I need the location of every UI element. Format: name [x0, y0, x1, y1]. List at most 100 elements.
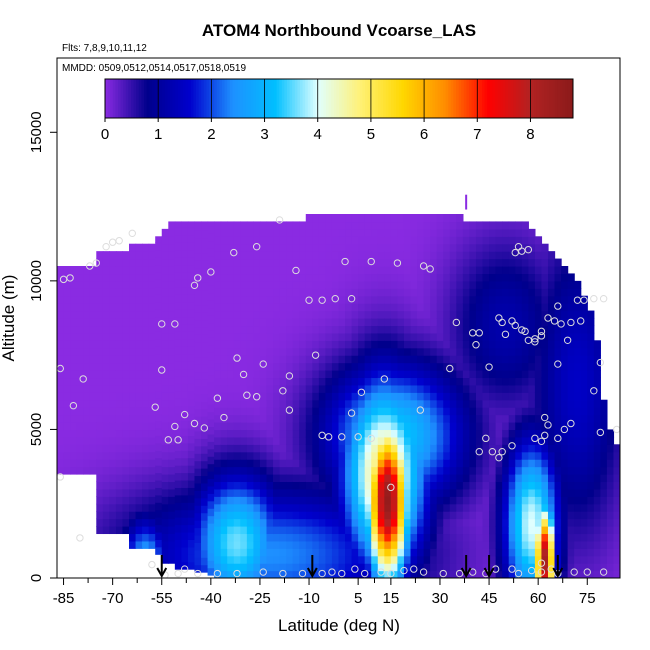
heatmap-cell [489, 533, 497, 542]
heatmap-cell [194, 245, 202, 254]
heatmap-cell [541, 340, 549, 349]
heatmap-cell [528, 251, 536, 260]
heatmap-cell [338, 444, 346, 453]
heatmap-cell [508, 422, 516, 431]
heatmap-cell [495, 370, 503, 379]
heatmap-cell [109, 377, 117, 386]
heatmap-cell [547, 540, 556, 549]
heatmap-cell [587, 555, 595, 564]
heatmap-cell [89, 451, 97, 460]
heatmap-cell [292, 347, 300, 356]
heatmap-cell [135, 384, 143, 393]
colorbar-segment [383, 79, 387, 118]
heatmap-cell [384, 221, 392, 230]
heatmap-cell [515, 258, 523, 267]
heatmap-cell [318, 273, 327, 282]
heatmap-cell [515, 466, 523, 475]
heatmap-cell [194, 430, 202, 439]
heatmap-cell [397, 273, 405, 282]
heatmap-cell [259, 459, 268, 468]
sample-point [324, 433, 333, 441]
colorbar-segment [565, 79, 569, 118]
heatmap-cell [489, 310, 497, 319]
x-tick-label: -10 [298, 590, 320, 607]
sample-point [557, 320, 565, 328]
heatmap-cell [194, 221, 202, 224]
heatmap-cell [207, 485, 215, 494]
heatmap-cell [377, 399, 385, 408]
heatmap-cell [436, 355, 444, 364]
heatmap-cell [403, 548, 412, 557]
arrow-head [306, 567, 318, 579]
heatmap-cell [135, 243, 143, 252]
heatmap-cell [102, 459, 110, 468]
heatmap-cell [364, 340, 372, 349]
heatmap-cell [331, 451, 340, 460]
heatmap-cell [489, 251, 497, 260]
heatmap-cell [462, 488, 471, 497]
colorbar-segment [253, 79, 257, 118]
heatmap-cell [148, 258, 156, 267]
heatmap-cell [253, 533, 261, 542]
heatmap-cell [580, 503, 588, 512]
colorbar-segment [346, 79, 350, 118]
heatmap-cell [443, 555, 451, 564]
heatmap-cell [292, 526, 300, 535]
heatmap-cell [403, 466, 412, 475]
heatmap-cell [547, 273, 556, 282]
heatmap-cell [57, 377, 65, 386]
heatmap-cell [201, 468, 209, 477]
sample-point [128, 229, 136, 238]
heatmap-cell [403, 310, 412, 319]
heatmap-cell [482, 392, 490, 401]
sample-point [537, 559, 546, 567]
heatmap-cell [600, 496, 608, 505]
heatmap-cell [57, 370, 65, 379]
heatmap-cell [148, 466, 156, 475]
heatmap-cell [606, 503, 615, 512]
heatmap-cell [469, 288, 477, 297]
heatmap-cell [502, 251, 510, 260]
heatmap-cell [495, 288, 503, 297]
heatmap-cell [161, 310, 169, 319]
heatmap-cell [227, 303, 235, 312]
heatmap-cell [201, 371, 209, 380]
heatmap-cell [76, 266, 84, 275]
heatmap-cell [345, 266, 353, 275]
colorbar-segment [398, 79, 402, 118]
heatmap-cell [574, 526, 582, 535]
heatmap-cell [554, 429, 562, 438]
heatmap-cell [502, 414, 510, 423]
heatmap-cell [606, 488, 615, 497]
heatmap-cell [318, 407, 327, 416]
sample-point [416, 406, 425, 414]
heatmap-cell [475, 273, 484, 282]
heatmap-cell [567, 474, 575, 483]
heatmap-cell [129, 288, 137, 297]
heatmap-cell [606, 444, 615, 453]
heatmap-cell [600, 451, 608, 460]
heatmap-cell [148, 511, 156, 520]
heatmap-cell [554, 459, 562, 468]
heatmap-cell [57, 422, 65, 431]
heatmap-cell [325, 407, 333, 416]
heatmap-cell [449, 370, 457, 379]
heatmap-cell [495, 466, 503, 475]
heatmap-cell [201, 319, 209, 328]
heatmap-cell [593, 362, 601, 371]
heatmap-cell [325, 355, 333, 364]
heatmap-cell [358, 258, 366, 267]
heatmap-cell [102, 362, 110, 371]
heatmap-cell [305, 266, 313, 275]
heatmap-cell [207, 456, 215, 465]
heatmap-cell [462, 481, 471, 490]
heatmap-cell [541, 451, 549, 460]
heatmap-cell [377, 429, 385, 438]
heatmap-cell [403, 221, 412, 230]
heatmap-cell [109, 407, 117, 416]
heatmap-cell [233, 407, 241, 416]
colorbar-tick-label: 6 [420, 126, 428, 143]
colorbar-segment [388, 79, 392, 118]
heatmap-cell [174, 361, 182, 370]
heatmap-cell [220, 474, 228, 483]
